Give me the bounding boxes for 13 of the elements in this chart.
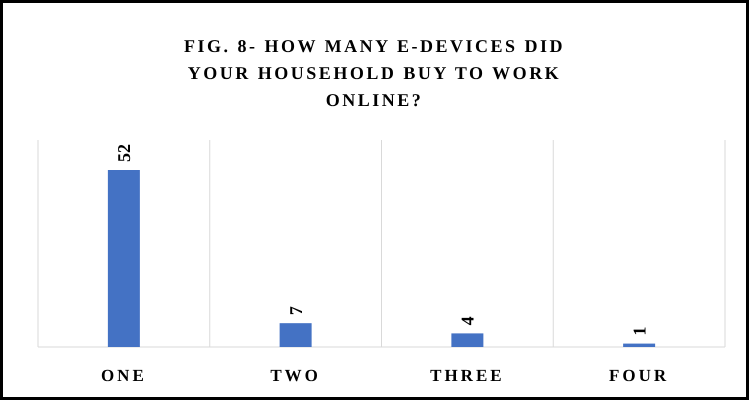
x-tick-label: ONE [100, 366, 147, 385]
chart-title: FIG. 8- HOW MANY E-DEVICES DID YOUR HOUSEHOLD BUY TO WORK ONLINE? [184, 36, 566, 110]
x-tick-label: THREE [430, 366, 505, 385]
data-label: 4 [458, 316, 478, 326]
data-label: 1 [629, 326, 650, 336]
x-tick-label: FOUR [609, 366, 670, 385]
x-tick-label: TWO [270, 366, 321, 385]
data-label: 7 [286, 306, 306, 316]
bar [623, 344, 656, 347]
bar [451, 333, 484, 347]
bar [280, 323, 312, 347]
data-label: 52 [114, 144, 134, 162]
bar [108, 170, 140, 347]
